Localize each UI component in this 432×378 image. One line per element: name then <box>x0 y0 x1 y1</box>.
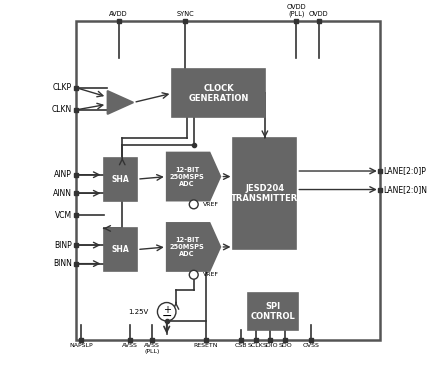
Polygon shape <box>167 223 220 271</box>
Polygon shape <box>108 91 133 114</box>
Text: OVDD
(PLL): OVDD (PLL) <box>286 4 306 17</box>
Text: SCLK: SCLK <box>248 343 264 348</box>
FancyBboxPatch shape <box>104 228 137 271</box>
Text: CLKP: CLKP <box>53 83 72 92</box>
Text: OVDD: OVDD <box>309 11 328 17</box>
Text: BINN: BINN <box>54 259 72 268</box>
Text: AVSS
(PLL): AVSS (PLL) <box>144 343 160 354</box>
Text: AVDD: AVDD <box>109 11 128 17</box>
Text: SDIO: SDIO <box>263 343 278 348</box>
Text: AVSS: AVSS <box>122 343 137 348</box>
Text: SHA: SHA <box>111 175 129 184</box>
Text: CLKN: CLKN <box>52 105 72 115</box>
Text: VREF: VREF <box>203 202 219 207</box>
Circle shape <box>189 270 198 279</box>
Text: LANE[2:0]N: LANE[2:0]N <box>384 185 427 194</box>
Text: 12-BIT
250MSPS
ADC: 12-BIT 250MSPS ADC <box>170 237 204 257</box>
Text: BINP: BINP <box>54 241 72 249</box>
Text: NAPSLP: NAPSLP <box>70 343 93 348</box>
Text: SYNC: SYNC <box>176 11 194 17</box>
FancyBboxPatch shape <box>233 138 296 249</box>
Text: CLOCK
GENERATION: CLOCK GENERATION <box>188 84 249 103</box>
Text: RESETN: RESETN <box>194 343 218 348</box>
FancyBboxPatch shape <box>172 69 265 117</box>
Text: SHA: SHA <box>111 245 129 254</box>
Text: CSB: CSB <box>235 343 247 348</box>
Text: −: − <box>162 310 172 323</box>
FancyBboxPatch shape <box>248 293 298 330</box>
Text: 1.25V: 1.25V <box>128 309 148 315</box>
Text: OVSS: OVSS <box>303 343 320 348</box>
Polygon shape <box>167 152 220 201</box>
Text: VCM: VCM <box>55 211 72 220</box>
Text: AINP: AINP <box>54 170 72 179</box>
Circle shape <box>189 200 198 209</box>
Text: SPI
CONTROL: SPI CONTROL <box>251 302 295 321</box>
Text: AINN: AINN <box>53 189 72 198</box>
Circle shape <box>157 302 176 321</box>
FancyBboxPatch shape <box>104 158 137 201</box>
Text: LANE[2:0]P: LANE[2:0]P <box>384 167 426 175</box>
Text: VREF: VREF <box>203 272 219 277</box>
Text: +: + <box>163 305 171 315</box>
Text: SDO: SDO <box>278 343 292 348</box>
Text: 12-BIT
250MSPS
ADC: 12-BIT 250MSPS ADC <box>170 167 204 187</box>
Text: JESD204
TRANSMITTER: JESD204 TRANSMITTER <box>231 184 299 203</box>
